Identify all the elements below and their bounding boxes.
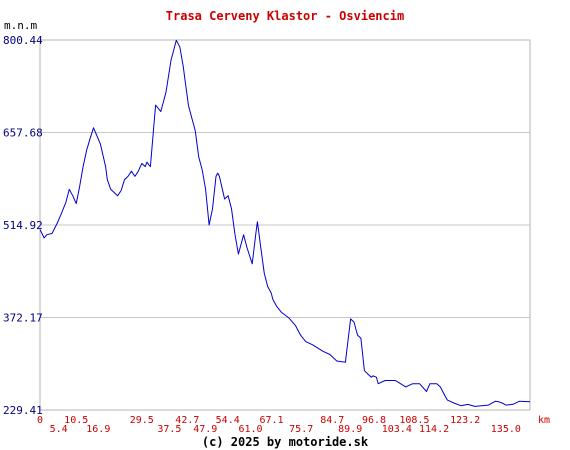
y-tick-label: 800.44 bbox=[3, 34, 43, 47]
y-tick-label: 657.68 bbox=[3, 127, 43, 140]
x-tick-label: 108.5 bbox=[399, 415, 429, 426]
elevation-line bbox=[39, 39, 531, 407]
x-tick-label: 96.8 bbox=[362, 415, 386, 426]
y-axis-unit: m.n.m bbox=[4, 19, 37, 32]
x-tick-label: 114.2 bbox=[419, 424, 449, 435]
x-tick-label: 54.4 bbox=[216, 415, 240, 426]
chart-title: Trasa Cerveny Klastor - Osviencim bbox=[166, 9, 404, 23]
copyright-footer: (c) 2025 by motoride.sk bbox=[202, 435, 369, 449]
x-axis-unit: km bbox=[538, 415, 550, 426]
x-tick-label: 5.4 bbox=[50, 424, 68, 435]
plot-border bbox=[39, 39, 531, 411]
x-tick-label: 123.2 bbox=[450, 415, 480, 426]
x-tick-label: 89.9 bbox=[338, 424, 362, 435]
x-tick-label: 16.9 bbox=[86, 424, 110, 435]
y-tick-label: 514.92 bbox=[3, 219, 43, 232]
x-tick-label: 103.4 bbox=[382, 424, 412, 435]
x-tick-label: 10.5 bbox=[64, 415, 88, 426]
x-tick-label: 0 bbox=[37, 415, 43, 426]
x-tick-label: 75.7 bbox=[289, 424, 313, 435]
plot-frame bbox=[39, 39, 531, 411]
y-tick-label: 372.17 bbox=[3, 312, 43, 325]
series-layer bbox=[39, 39, 531, 407]
x-tick-label: 84.7 bbox=[320, 415, 344, 426]
x-ticks: 0 10.5 29.5 42.7 54.4 67.1 84.7 96.8 108.5 123.2 5… bbox=[37, 415, 521, 435]
y-ticks: 800.44 657.68 514.92 372.17 229.41 bbox=[3, 34, 43, 417]
x-tick-label: 67.1 bbox=[259, 415, 283, 426]
x-tick-label: 135.0 bbox=[491, 424, 521, 435]
x-tick-label: 61.0 bbox=[238, 424, 262, 435]
y-tick-label: 229.41 bbox=[3, 404, 43, 417]
x-tick-label: 37.5 bbox=[157, 424, 181, 435]
x-tick-label: 42.7 bbox=[175, 415, 199, 426]
grid bbox=[40, 39, 530, 411]
x-tick-label: 47.9 bbox=[193, 424, 217, 435]
x-tick-label: 29.5 bbox=[130, 415, 154, 426]
